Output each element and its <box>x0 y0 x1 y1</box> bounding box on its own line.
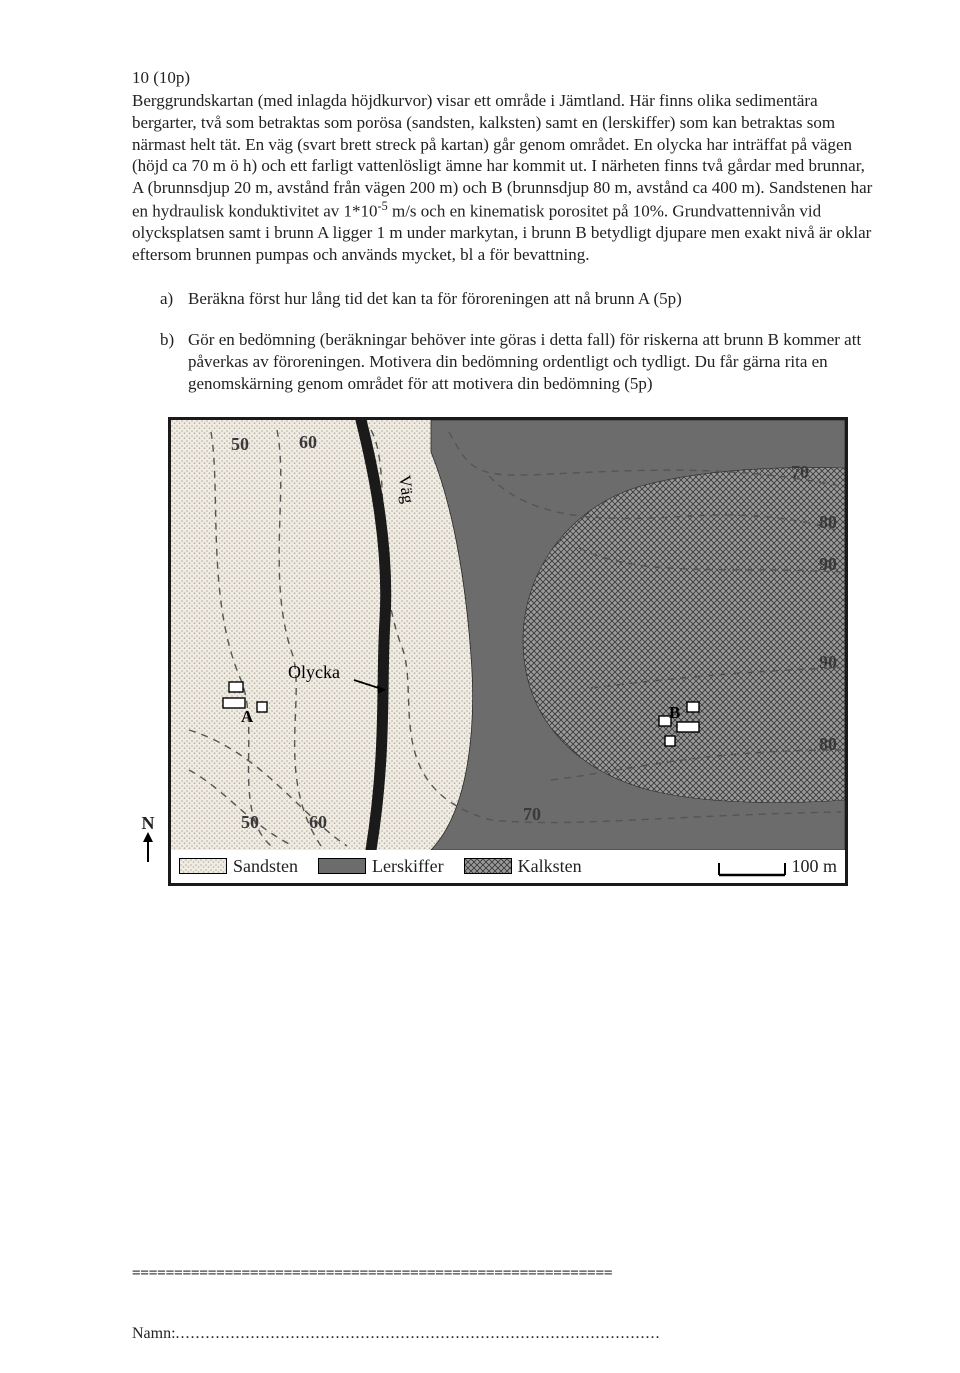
bedrock-map: 50 50 60 60 70 70 80 80 90 90 Väg Olycka A B <box>171 420 845 850</box>
swatch-sandsten <box>179 858 227 874</box>
svg-text:80: 80 <box>819 512 837 532</box>
legend: Sandsten Lerskiffer Kalksten 100 <box>171 850 845 883</box>
sub-questions: a)Beräkna först hur lång tid det kan ta … <box>132 288 876 395</box>
north-indicator: N <box>132 814 164 886</box>
svg-text:70: 70 <box>523 804 541 824</box>
name-row: Namn:...................................… <box>132 1325 661 1343</box>
svg-text:60: 60 <box>299 432 317 452</box>
svg-text:Väg: Väg <box>395 474 418 505</box>
svg-text:50: 50 <box>231 434 249 454</box>
legend-lerskiffer: Lerskiffer <box>318 856 444 877</box>
sub-a: a)Beräkna först hur lång tid det kan ta … <box>132 288 876 310</box>
sub-letter-a: a) <box>160 288 188 310</box>
divider-line: ========================================… <box>132 1265 876 1281</box>
legend-sandsten: Sandsten <box>179 856 298 877</box>
question-body: Berggrundskartan (med inlagda höjdkurvor… <box>132 90 876 266</box>
svg-text:A: A <box>241 707 254 726</box>
svg-text:70: 70 <box>791 462 809 482</box>
svg-text:50: 50 <box>241 812 259 832</box>
svg-text:B: B <box>669 703 680 722</box>
sub-b-text: Gör en bedömning (beräkningar behöver in… <box>188 330 861 393</box>
legend-lerskiffer-label: Lerskiffer <box>372 856 444 877</box>
name-label: Namn: <box>132 1325 176 1342</box>
page: 10 (10p) Berggrundskartan (med inlagda h… <box>0 0 960 1373</box>
legend-kalksten: Kalksten <box>464 856 582 877</box>
name-dots: ........................................… <box>176 1325 661 1342</box>
sub-a-text: Beräkna först hur lång tid det kan ta fö… <box>188 289 682 308</box>
sub-b: b)Gör en bedömning (beräkningar behöver … <box>132 329 876 394</box>
north-label: N <box>132 814 164 832</box>
swatch-kalksten <box>464 858 512 874</box>
question-number: 10 (10p) <box>132 68 876 88</box>
sub-letter-b: b) <box>160 329 188 351</box>
swatch-lerskiffer <box>318 858 366 874</box>
legend-sandsten-label: Sandsten <box>233 856 298 877</box>
map-box: 50 50 60 60 70 70 80 80 90 90 Väg Olycka A B Sandsten… <box>168 417 848 886</box>
scale-bar: 100 m <box>717 856 837 877</box>
svg-text:Olycka: Olycka <box>288 662 340 682</box>
legend-kalksten-label: Kalksten <box>518 856 582 877</box>
north-arrow-icon <box>141 832 155 862</box>
scale-label: 100 m <box>791 856 837 877</box>
svg-text:80: 80 <box>819 734 837 754</box>
svg-text:90: 90 <box>819 554 837 574</box>
svg-text:90: 90 <box>819 652 837 672</box>
svg-text:60: 60 <box>309 812 327 832</box>
scale-bar-icon <box>717 859 787 877</box>
map-row: N 50 50 60 60 70 70 80 80 90 90 Väg Olycka A B Sandst… <box>132 417 876 886</box>
